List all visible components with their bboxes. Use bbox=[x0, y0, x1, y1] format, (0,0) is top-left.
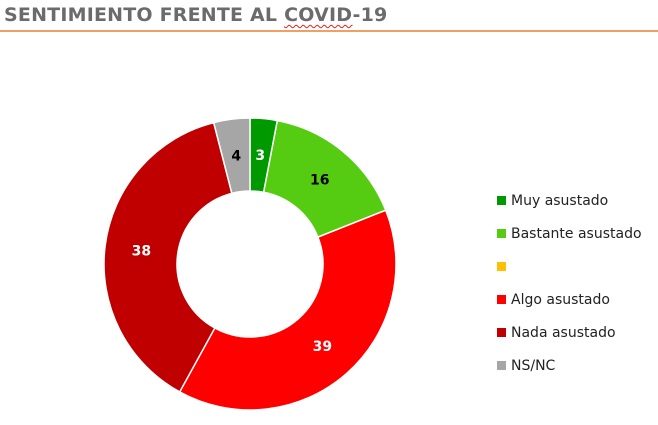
chart-legend: Muy asustado Bastante asustado Algo asusta… bbox=[497, 184, 642, 382]
title-suffix: -19 bbox=[352, 4, 388, 26]
title-spellcheck-word: COVID bbox=[284, 4, 353, 26]
legend-label: Nada asustado bbox=[511, 324, 616, 341]
data-label: 3 bbox=[255, 148, 265, 164]
legend-item: NS/NC bbox=[497, 349, 642, 382]
legend-label: Muy asustado bbox=[511, 192, 609, 209]
data-label: 38 bbox=[132, 243, 151, 259]
legend-item: Bastante asustado bbox=[497, 217, 642, 250]
title-text: SENTIMIENTO FRENTE AL bbox=[4, 4, 285, 26]
legend-label: Bastante asustado bbox=[511, 225, 642, 242]
legend-item bbox=[497, 250, 642, 283]
legend-label: NS/NC bbox=[511, 357, 556, 374]
legend-item: Nada asustado bbox=[497, 316, 642, 349]
legend-item: Algo asustado bbox=[497, 283, 642, 316]
legend-swatch-icon bbox=[497, 262, 506, 271]
data-label: 16 bbox=[310, 173, 329, 189]
donut-segment-algo-asustado bbox=[178, 209, 397, 411]
legend-label: Algo asustado bbox=[511, 291, 610, 308]
data-label: 4 bbox=[231, 148, 241, 164]
donut-segment-nada-asustado bbox=[103, 121, 233, 393]
legend-item: Muy asustado bbox=[497, 184, 642, 217]
title-divider bbox=[0, 30, 658, 32]
legend-swatch-icon bbox=[497, 295, 506, 304]
legend-swatch-icon bbox=[497, 229, 506, 238]
legend-swatch-icon bbox=[497, 196, 506, 205]
donut-segment-ns-nc bbox=[212, 117, 251, 195]
data-label: 39 bbox=[313, 339, 332, 355]
legend-swatch-icon bbox=[497, 328, 506, 337]
legend-swatch-icon bbox=[497, 361, 506, 370]
page-title: SENTIMIENTO FRENTE AL COVID-19 bbox=[4, 4, 387, 26]
